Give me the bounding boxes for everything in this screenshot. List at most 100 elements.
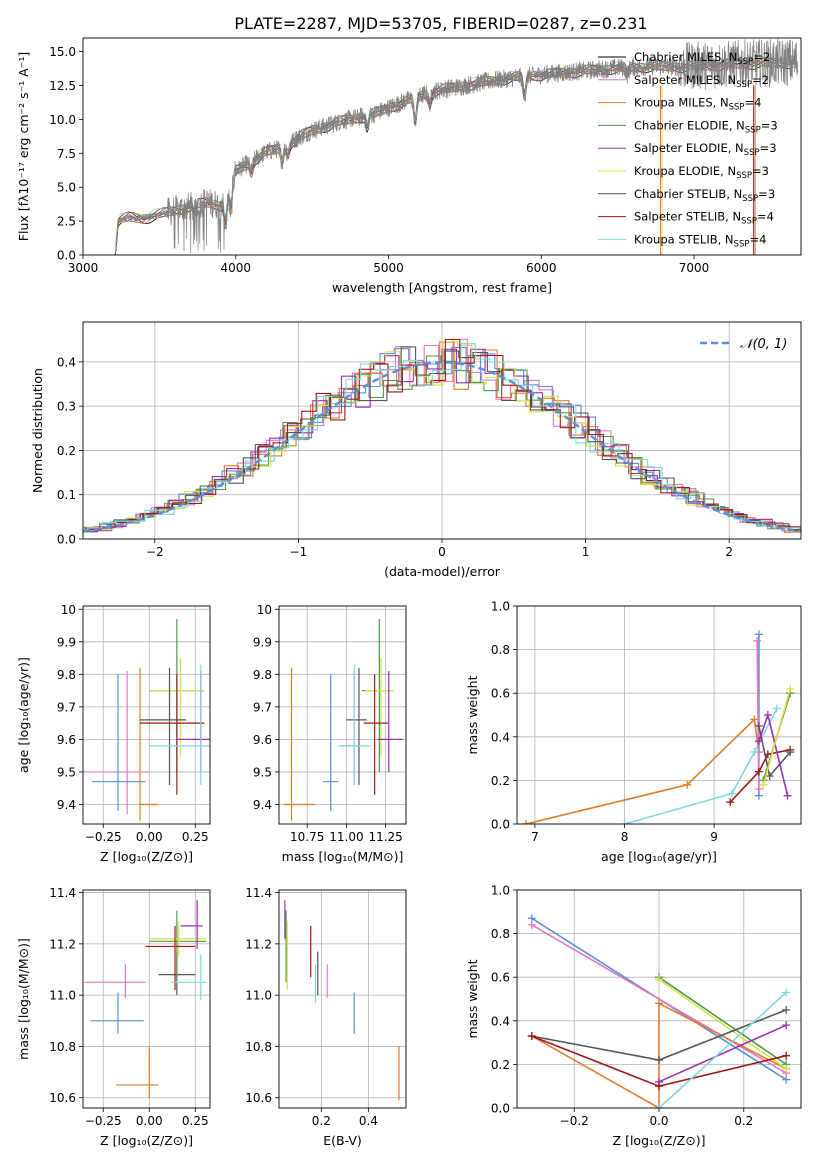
spectrum-x-axis-label: wavelength [Angstrom, rest frame]	[332, 280, 552, 295]
legend-nssp-subscript: SSP	[742, 194, 758, 204]
legend-nssp-value: 4	[759, 232, 766, 246]
weight-vs-z-y-axis-label: mass weight	[465, 959, 480, 1038]
weight-marker	[750, 715, 759, 724]
spectrum-y-tick-label: 7.5	[57, 147, 76, 161]
mass-vs-ebv-x-axis-label: E(B-V)	[323, 1133, 362, 1148]
legend-nssp-eq: =	[760, 141, 770, 155]
weight-vs-age-y-tick-label: 1.0	[491, 600, 510, 614]
weight-vs-z-frame	[516, 889, 802, 1109]
weight-marker	[772, 704, 781, 713]
weight-marker	[655, 975, 663, 984]
legend-nssp-value: 3	[770, 118, 777, 132]
residuals-plot-area	[83, 338, 801, 534]
weight-vs-z-x-axis-label: Z [log₁₀(Z/Z⊙)]	[613, 1133, 706, 1148]
panel-mass-vs-ebv: 0.2 0.4 10.6 10.8 11.0 11.2 11.4 E(B-V)	[245, 886, 407, 1148]
weight-vs-age-x-tick-label: 8	[621, 830, 629, 844]
mass-vs-z-x-tick-label: 0.00	[136, 1114, 163, 1128]
weight-marker	[754, 721, 763, 730]
mass-vs-ebv-y-tick-label: 11.4	[245, 886, 272, 900]
weight-vs-z-y-tick-label: 0.2	[491, 1058, 510, 1072]
legend-nssp-prefix: , N	[729, 118, 745, 132]
panel-age-vs-z: −0.25 0.00 0.25 9.4 9.5 9.6 9.7 9.8 9.9 10 Z [log₁…	[16, 603, 211, 864]
weight-vs-age-plot-area	[521, 630, 795, 824]
mass-vs-ebv-y-tick-label: 10.6	[245, 1091, 272, 1105]
age-vs-z-y-tick-label: 9.7	[57, 700, 76, 714]
legend-model-name: Chabrier STELIB	[634, 187, 726, 201]
spectrum-y-tick-label: 5.0	[57, 181, 76, 195]
legend-nssp-subscript: SSP	[741, 217, 757, 227]
weight-vs-age-x-tick-label: 7	[531, 830, 539, 844]
age-vs-mass-y-tick-label: 9.4	[253, 798, 272, 812]
age-vs-z-x-tick-label: 0.00	[136, 830, 163, 844]
weight-vs-z-x-tick-label: 0.0	[649, 1114, 668, 1128]
legend-nssp-subscript: SSP	[737, 57, 753, 67]
weight-marker	[786, 748, 795, 757]
residuals-frame	[82, 321, 802, 540]
legend-nssp-prefix: , N	[713, 96, 729, 110]
legend-model-name: Kroupa MILES	[634, 96, 713, 110]
legend-nssp-value: 3	[762, 164, 769, 178]
residuals-y-tick-label: 0.2	[57, 444, 76, 458]
weight-marker	[782, 1051, 791, 1060]
age-vs-mass-y-tick-label: 9.7	[253, 700, 272, 714]
residuals-x-tick-label: −1	[290, 545, 308, 559]
legend-nssp-subscript: SSP	[744, 148, 760, 158]
spectrum-x-tick-label: 4000	[220, 261, 251, 275]
weight-marker	[765, 772, 774, 781]
legend-nssp-subscript: SSP	[734, 239, 750, 249]
panel-spectrum: 3000 4000 5000 6000 7000 0.0 2.5 5.0 7.5 10.0 12.5…	[16, 37, 802, 295]
weight-marker	[759, 780, 768, 789]
observed-spectrum	[114, 38, 799, 254]
legend-nssp-value: 3	[768, 187, 775, 201]
weight-marker	[620, 820, 629, 824]
legend-nssp-eq: =	[749, 232, 759, 246]
weight-marker	[655, 1082, 663, 1091]
legend-nssp-eq: =	[752, 73, 762, 87]
weight-marker	[782, 1021, 791, 1030]
mass-vs-z-x-tick-label: 0.25	[182, 1114, 209, 1128]
mass-vs-z-frame	[82, 889, 211, 1109]
mass-vs-z-y-axis-label: mass [log₁₀(M/M⊙)]	[16, 938, 31, 1060]
spectrum-x-tick-label: 7000	[679, 261, 710, 275]
age-vs-z-y-tick-label: 9.8	[57, 668, 76, 682]
weight-vs-age-x-tick-label: 9	[710, 830, 718, 844]
residuals-y-tick-label: 0.3	[57, 400, 76, 414]
weight-vs-age-y-tick-label: 0.4	[491, 730, 510, 744]
weight-marker	[655, 999, 663, 1008]
mass-vs-z-x-tick-label: −0.25	[85, 1114, 122, 1128]
age-vs-z-frame	[82, 605, 211, 825]
residuals-x-tick-label: 2	[725, 545, 733, 559]
weight-vs-z-y-tick-label: 1.0	[491, 884, 510, 898]
age-vs-mass-plot-area	[283, 619, 403, 821]
legend-model-name: Salpeter ELODIE	[634, 141, 728, 155]
spectrum-x-tick-label: 6000	[526, 261, 557, 275]
weight-vs-age-y-tick-label: 0.0	[491, 818, 510, 832]
age-vs-mass-y-tick-label: 9.9	[253, 635, 272, 649]
weight-marker	[750, 748, 759, 757]
weight-marker	[782, 1064, 791, 1073]
age-vs-mass-grid	[279, 606, 406, 824]
mass-vs-ebv-y-tick-label: 11.0	[245, 989, 272, 1003]
legend-nssp-subscript: SSP	[729, 103, 745, 113]
spectrum-x-tick-label: 3000	[68, 261, 99, 275]
panel-mass-vs-z: −0.25 0.00 0.25 10.6 10.8 11.0 11.2 11.4 Z [log₁…	[16, 886, 211, 1148]
spectrum-plot-area	[114, 38, 799, 255]
age-vs-mass-x-tick-label: 10.75	[290, 830, 324, 844]
age-vs-z-y-tick-label: 10	[61, 603, 76, 617]
mass-vs-z-x-axis-label: Z [log₁₀(Z/Z⊙)]	[100, 1133, 193, 1148]
spectrum-y-tick-label: 0.0	[57, 249, 76, 263]
age-vs-z-y-tick-label: 9.4	[57, 798, 76, 812]
panel-age-vs-mass: 10.75 11.00 11.25 9.4 9.5 9.6 9.7 9.8 9.9 10 mass …	[253, 603, 407, 864]
legend-normal-label: 𝒩(0, 1)	[740, 337, 787, 352]
mass-vs-ebv-plot-area	[284, 900, 400, 1101]
residual-histogram-8	[83, 343, 801, 533]
legend-entry-7: Salpeter STELIB, NSSP=4	[634, 210, 774, 227]
legend-nssp-subscript: SSP	[736, 80, 752, 90]
weight-vs-age-y-tick-label: 0.8	[491, 643, 510, 657]
residual-histogram-6	[83, 346, 801, 532]
legend-nssp-prefix: , N	[725, 210, 741, 224]
legend-entry-2: Kroupa MILES, NSSP=4	[634, 96, 761, 113]
mass-vs-ebv-grid	[279, 890, 406, 1108]
age-vs-mass-x-tick-label: 11.25	[368, 830, 402, 844]
legend-nssp-eq: =	[744, 96, 754, 110]
